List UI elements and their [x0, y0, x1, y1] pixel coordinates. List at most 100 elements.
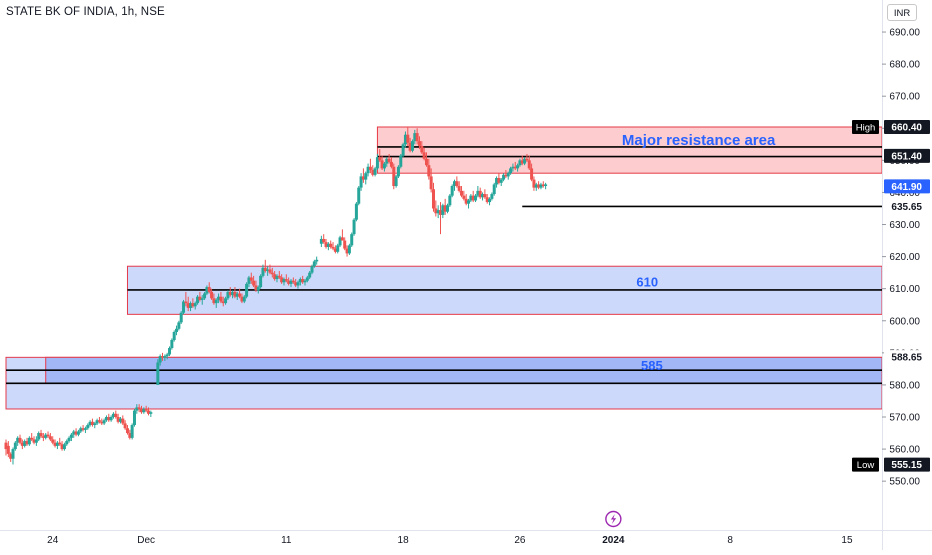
- candle-body: [121, 418, 125, 424]
- candle-body: [175, 328, 179, 332]
- candle-body: [137, 407, 141, 409]
- candle-body: [37, 433, 41, 440]
- major-resistance-label: Major resistance area: [622, 132, 776, 149]
- candle-body: [270, 272, 274, 275]
- candle-body: [182, 301, 186, 313]
- candle-body: [408, 142, 412, 151]
- candle-body: [483, 194, 487, 198]
- price-tag-bg: [852, 119, 879, 134]
- candle-body: [156, 362, 160, 385]
- price-tag-low: Low: [857, 460, 875, 471]
- candle-body: [58, 442, 62, 445]
- candle-body: [455, 181, 459, 187]
- candle-body: [406, 134, 410, 143]
- candle-body: [308, 272, 312, 278]
- candle-body: [226, 291, 230, 299]
- y-tick-label: 570.00: [889, 413, 920, 424]
- candle-body: [446, 205, 450, 212]
- candle-body: [161, 356, 165, 358]
- candle-body: [11, 449, 15, 459]
- candle-body: [6, 445, 10, 454]
- candle-body: [424, 158, 428, 166]
- candle-body: [422, 152, 426, 159]
- candle-body: [368, 166, 372, 170]
- candle-body: [116, 417, 120, 422]
- candle-body: [401, 144, 405, 156]
- price-label-value: 555.15: [891, 460, 922, 471]
- candle-body: [86, 425, 90, 429]
- y-tick-label: 670.00: [889, 92, 920, 103]
- candle-body: [450, 186, 454, 196]
- candle-body: [497, 178, 501, 183]
- zone-major-resistance: [376, 126, 883, 174]
- candle-body: [298, 279, 302, 283]
- candle-body: [462, 195, 466, 199]
- candle-body: [403, 134, 407, 145]
- candle-body: [532, 179, 536, 188]
- candle-body: [268, 269, 272, 273]
- candle-body: [287, 280, 291, 284]
- zones-layer: [5, 126, 883, 410]
- candle-body: [490, 194, 494, 199]
- candle-body: [471, 195, 475, 201]
- candle-body: [373, 168, 377, 175]
- lightning-icon-glyph: [610, 514, 617, 524]
- candle-body: [247, 277, 251, 284]
- candle-body: [193, 303, 197, 307]
- price-label-last: 641.90: [884, 179, 930, 194]
- candle-body: [277, 275, 281, 278]
- candle-body: [93, 423, 97, 426]
- candle-body: [289, 280, 293, 284]
- candle-body: [88, 421, 92, 426]
- y-tick-label: 680.00: [889, 60, 920, 71]
- candle-body: [518, 160, 522, 166]
- candle-body: [273, 274, 277, 280]
- candle-body: [30, 437, 34, 440]
- candle-body: [527, 160, 531, 169]
- candle-body: [83, 428, 87, 430]
- candle-body: [79, 428, 83, 432]
- candle-body: [460, 190, 464, 196]
- candle-body: [506, 173, 510, 177]
- y-tick-label: 550.00: [889, 477, 920, 488]
- candle-body: [39, 433, 43, 437]
- candle-body: [375, 157, 379, 169]
- candle-body: [76, 431, 80, 435]
- candle-body: [186, 303, 190, 308]
- candle-body: [203, 293, 207, 299]
- candle-body: [380, 160, 384, 169]
- candle-body: [399, 155, 403, 167]
- candle-body: [146, 410, 150, 414]
- candle-body: [541, 184, 545, 187]
- candle-body: [387, 158, 391, 162]
- candle-body: [336, 245, 340, 252]
- candle-body: [357, 187, 361, 204]
- candle-body: [394, 176, 398, 187]
- candle-body: [263, 267, 267, 272]
- candle-body: [41, 436, 45, 438]
- candle-body: [499, 179, 503, 183]
- candle-body: [132, 410, 136, 426]
- candle-body: [231, 291, 235, 296]
- candle-body: [4, 442, 8, 450]
- candle-body: [324, 242, 328, 247]
- candle-body: [219, 296, 223, 302]
- label-610: 610: [636, 275, 658, 290]
- price-label-bg: [884, 350, 930, 365]
- candle-body: [104, 417, 108, 421]
- candle-body: [539, 184, 543, 188]
- y-tick-label: 620.00: [889, 252, 920, 263]
- candle-body: [81, 428, 85, 430]
- x-tick-label: 8: [727, 535, 733, 546]
- candle-body: [163, 356, 167, 358]
- candle-body: [338, 237, 342, 246]
- currency-selector[interactable]: INR: [887, 4, 917, 21]
- candle-body: [207, 287, 211, 292]
- candle-body: [392, 166, 396, 187]
- candle-body: [441, 205, 445, 215]
- candle-body: [275, 275, 279, 280]
- y-tick-label: 640.00: [889, 188, 920, 199]
- ticker-title: STATE BK OF INDIA, 1h, NSE: [6, 6, 165, 18]
- candle-body: [530, 168, 534, 180]
